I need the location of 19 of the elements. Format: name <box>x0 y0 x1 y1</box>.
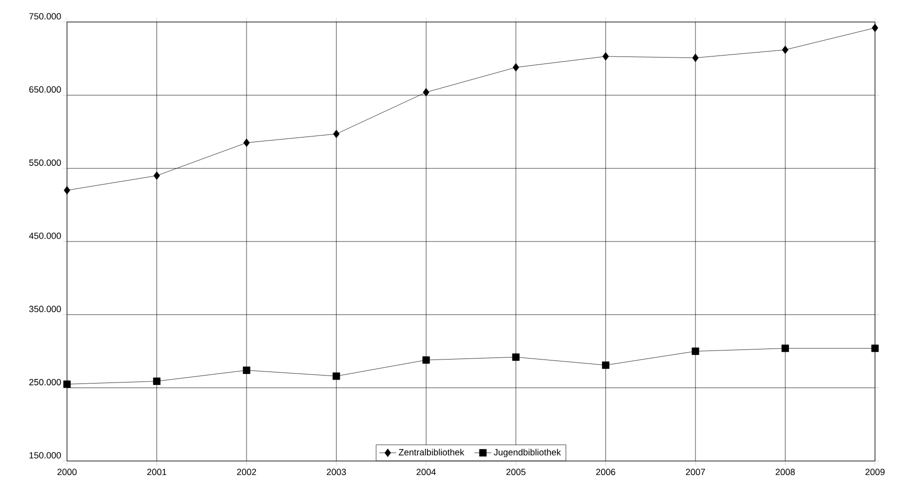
x-tick-label: 2008 <box>776 468 795 476</box>
y-tick-label: 750.000 <box>29 13 61 20</box>
x-tick-label: 2003 <box>326 468 346 476</box>
y-tick-label: 350.000 <box>29 306 61 312</box>
y-tick-label: 550.000 <box>29 159 61 166</box>
x-tick-label: 2001 <box>147 468 166 476</box>
x-tick-label: 2002 <box>237 468 256 476</box>
x-tick-label: 2006 <box>596 468 616 476</box>
x-tick-label: 2007 <box>686 468 705 476</box>
y-tick-label: 250.000 <box>29 378 61 386</box>
x-tick-label: 2009 <box>865 468 885 476</box>
y-tick-label: 650.000 <box>29 86 61 93</box>
x-tick-label: 2005 <box>506 468 526 476</box>
y-tick-label: 150.000 <box>30 452 61 458</box>
legend-label: Jugendbibliothek <box>494 448 561 458</box>
y-tick-label: 450.000 <box>29 232 61 239</box>
legend-label: Zentralbibliothek <box>398 448 464 456</box>
x-tick-label: 2000 <box>57 468 77 476</box>
x-tick-label: 2004 <box>416 468 436 476</box>
